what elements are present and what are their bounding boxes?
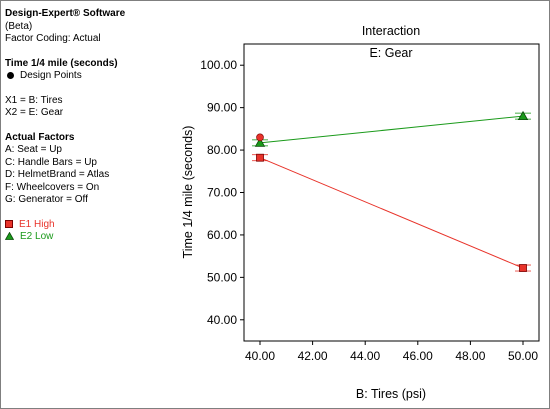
legend-e1-high: E1 High [5,219,125,232]
y-tick-label: 60.00 [207,228,237,242]
software-version: (Beta) [5,20,33,32]
y-tick-label: 100.00 [200,58,237,72]
chart-subtitle: E: Gear [369,46,412,60]
x-tick-label: 48.00 [455,349,485,363]
factor-generator: G: Generator = Off [5,194,88,205]
data-point-triangle [517,110,529,121]
x-tick-label: 44.00 [350,349,380,363]
software-name: Design-Expert® Software [5,8,126,19]
design-point-dot-icon [7,71,14,79]
factor-helmet-brand: D: HelmetBrand = Atlas [5,169,110,180]
y-tick-label: 80.00 [207,143,237,157]
red-square-icon [5,219,13,228]
design-point [256,133,264,142]
chart-title: Interaction [362,24,420,38]
x2-definition: X2 = E: Gear [5,107,64,118]
y-tick-label: 50.00 [207,270,237,284]
green-triangle-icon [5,232,14,241]
x-tick-label: 50.00 [508,349,538,363]
factor-coding: Factor Coding: Actual [5,33,101,44]
design-points-label: Design Points [20,70,82,81]
legend-e1-label: E1 High [19,218,55,230]
y-axis-title: Time 1/4 mile (seconds) [181,126,195,259]
y-axis: 40.00 50.00 60.00 70.00 80.00 90.00 100.00 [200,58,244,327]
x-axis-title: B: Tires (psi) [356,387,426,401]
actual-factors-title: Actual Factors [5,131,75,143]
series-layer [252,110,531,272]
info-panel: Design-Expert® Software (Beta) Factor Co… [5,8,125,244]
y-tick-label: 40.00 [207,313,237,327]
data-point-square [256,153,264,162]
x-tick-label: 40.00 [245,349,275,363]
x1-definition: X1 = B: Tires [5,94,63,106]
design-points-legend: Design Points [5,70,125,83]
factor-seat: A: Seat = Up [5,144,62,155]
data-point-triangle [254,137,266,147]
factor-wheelcovers: F: Wheelcovers = On [5,181,100,193]
y-tick-label: 70.00 [207,186,237,200]
x-tick-label: 46.00 [403,349,433,363]
plot-area [243,43,540,342]
response-title: Time 1/4 mile (seconds) [5,57,118,69]
y-tick-label: 90.00 [207,101,237,115]
series-line-2 [259,115,524,144]
legend-e2-low: E2 Low [5,231,125,244]
factor-handle-bars: C: Handle Bars = Up [5,156,97,168]
x-tick-label: 42.00 [298,349,328,363]
data-point-square [519,264,527,272]
series-line-1 [259,157,524,269]
legend-e2-label: E2 Low [20,231,54,242]
x-axis: 40.00 42.00 44.00 46.00 48.00 50.00 [245,341,538,363]
